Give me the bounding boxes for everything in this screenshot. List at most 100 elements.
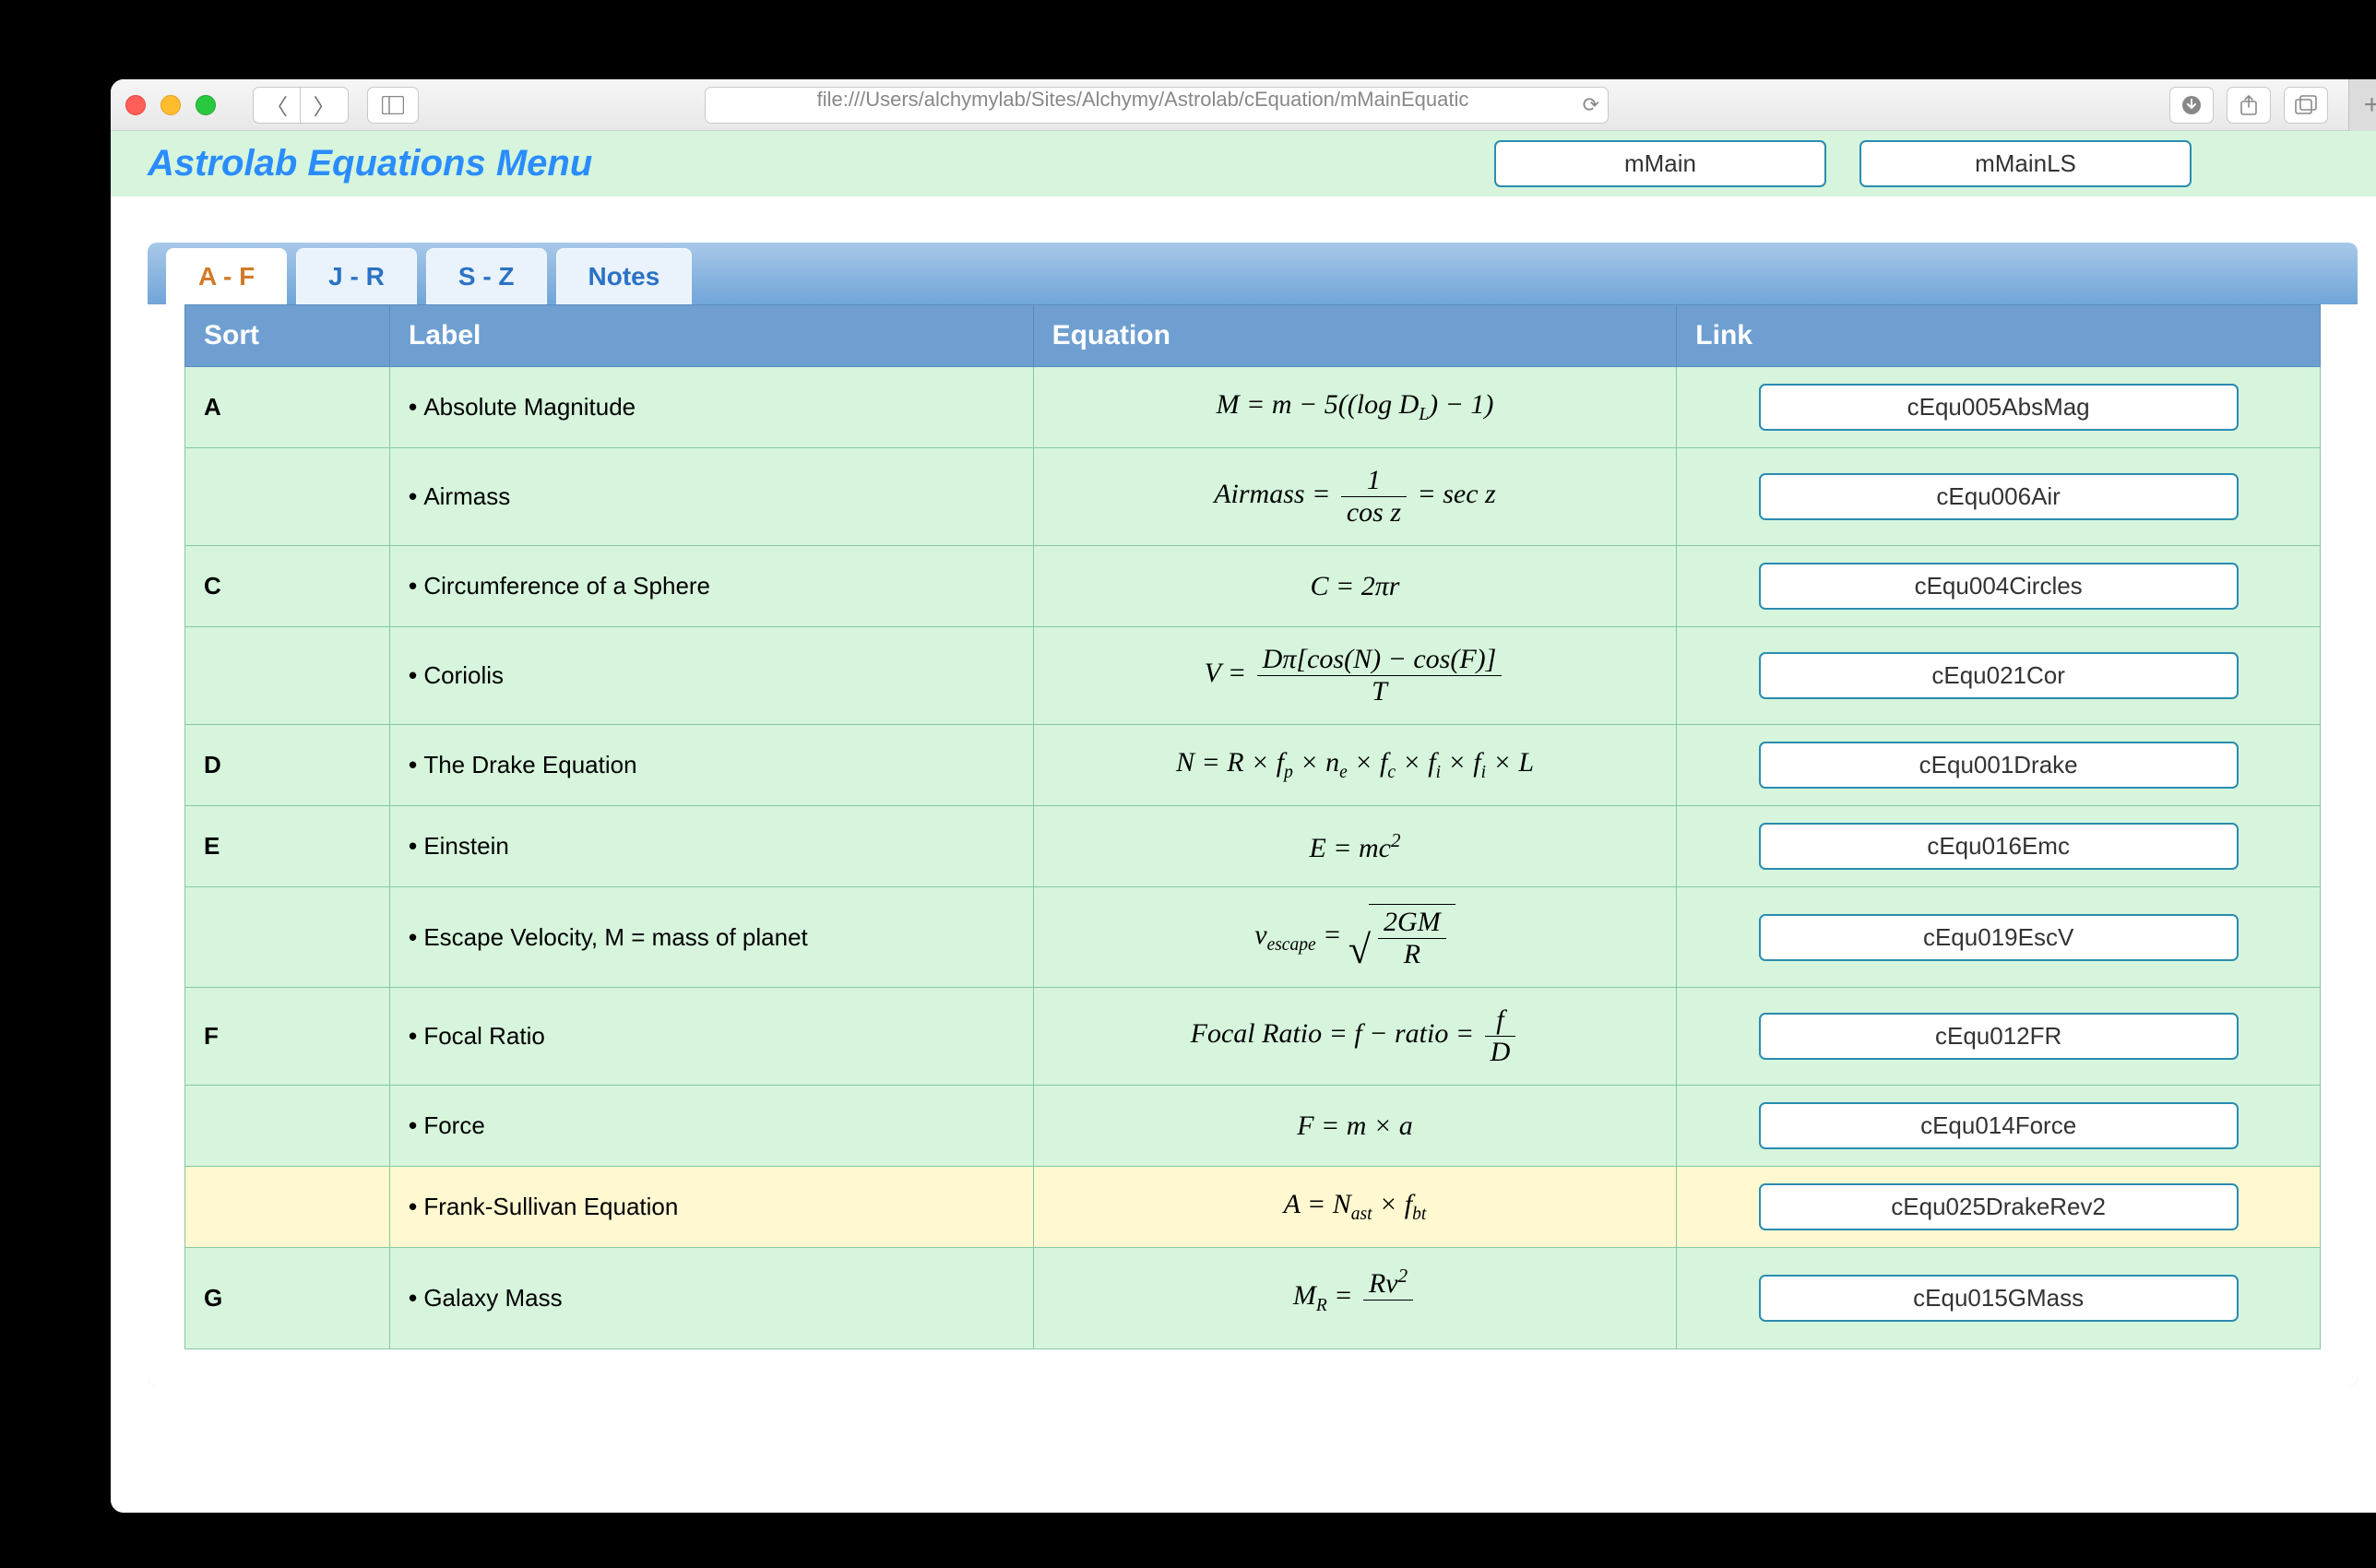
page-title: Astrolab Equations Menu [148,143,592,184]
cell-link: cEqu019EscV [1677,887,2321,988]
cell-sort: A [185,367,390,448]
equation-link-button[interactable]: cEqu016Emc [1759,823,2239,870]
table-body: AAbsolute MagnitudeM = m − 5((log DL) − … [185,367,2321,1349]
window-controls [125,95,216,115]
tab-s-z[interactable]: S - Z [426,248,547,304]
cell-label: Absolute Magnitude [389,367,1033,448]
cell-link: cEqu001Drake [1677,725,2321,806]
minimize-window-button[interactable] [160,95,181,115]
label-text: Absolute Magnitude [409,393,636,421]
downloads-button[interactable] [2169,87,2214,124]
cell-sort [185,448,390,546]
cell-link: cEqu004Circles [1677,546,2321,627]
table-row: Escape Velocity, M = mass of planet vesca… [185,887,2321,988]
url-field[interactable]: file:///Users/alchymylab/Sites/Alchymy/A… [705,87,1609,124]
tab-j-r[interactable]: J - R [296,248,417,304]
cell-sort: G [185,1248,390,1349]
page-header: Astrolab Equations Menu mMain mMainLS [111,131,2376,196]
reload-icon[interactable]: ⟳ [1583,93,1599,117]
url-bar: file:///Users/alchymylab/Sites/Alchymy/A… [705,87,1609,124]
nav-buttons: 〈 〉 [253,87,349,124]
label-text: Galaxy Mass [409,1284,563,1312]
label-text: Force [409,1111,485,1139]
label-text: Focal Ratio [409,1022,545,1050]
tab-a-f[interactable]: A - F [166,248,287,304]
col-header-equation: Equation [1033,305,1677,367]
table-row: D The Drake Equation N = R × fp × ne × fc … [185,725,2321,806]
table-row: Force F = m × a cEqu014Force [185,1086,2321,1167]
forward-button[interactable]: 〉 [301,87,349,124]
cell-label: The Drake Equation [389,725,1033,806]
page-content: Astrolab Equations Menu mMain mMainLS A -… [111,131,2376,1513]
cell-sort [185,1086,390,1167]
cell-sort: F [185,988,390,1086]
cell-sort: D [185,725,390,806]
col-header-sort: Sort [185,305,390,367]
equation-link-button[interactable]: cEqu015GMass [1759,1275,2239,1322]
equation-link-button[interactable]: cEqu006Air [1759,473,2239,520]
cell-equation: Airmass = 1cos z = sec z [1033,448,1677,546]
header-link-mmainls[interactable]: mMainLS [1859,140,2192,187]
label-text: Circumference of a Sphere [409,572,710,600]
cell-sort: E [185,806,390,887]
equation-link-button[interactable]: cEqu025DrakeRev2 [1759,1183,2239,1230]
safari-window: 〈 〉 file:///Users/alchymylab/Sites/Alchy… [111,79,2376,1513]
equation-link-button[interactable]: cEqu019EscV [1759,914,2239,961]
titlebar: 〈 〉 file:///Users/alchymylab/Sites/Alchy… [111,79,2376,131]
cell-label: Coriolis [389,627,1033,725]
cell-sort: C [185,546,390,627]
col-header-label: Label [389,305,1033,367]
col-header-link: Link [1677,305,2321,367]
cell-sort [185,627,390,725]
table-row: GGalaxy MassMR = Rv2 cEqu015GMass [185,1248,2321,1349]
equation-link-button[interactable]: cEqu012FR [1759,1013,2239,1060]
cell-label: Focal Ratio [389,988,1033,1086]
table-row: FFocal RatioFocal Ratio = f − ratio = fD… [185,988,2321,1086]
tabs-button[interactable] [2284,87,2328,124]
header-link-mmain[interactable]: mMain [1494,140,1826,187]
label-text: Einstein [409,832,509,860]
tab-panel: A - FJ - RS - ZNotes SortLabelEquationLi… [148,243,2358,1386]
zoom-window-button[interactable] [196,95,216,115]
header-link-buttons: mMain mMainLS [1494,140,2192,187]
tab-notes[interactable]: Notes [556,248,693,304]
share-button[interactable] [2227,87,2271,124]
cell-link: cEqu016Emc [1677,806,2321,887]
cell-link: cEqu012FR [1677,988,2321,1086]
cell-equation: vescape = √2GMR [1033,887,1677,988]
cell-equation: V = Dπ[cos(N) − cos(F)]T [1033,627,1677,725]
cell-label: Galaxy Mass [389,1248,1033,1349]
cell-sort [185,1167,390,1248]
equation-link-button[interactable]: cEqu021Cor [1759,652,2239,699]
cell-link: cEqu021Cor [1677,627,2321,725]
cell-label: Force [389,1086,1033,1167]
cell-link: cEqu005AbsMag [1677,367,2321,448]
label-text: Frank-Sullivan Equation [409,1193,678,1220]
cell-link: cEqu025DrakeRev2 [1677,1167,2321,1248]
cell-label: Airmass [389,448,1033,546]
label-text: Escape Velocity, M = mass of planet [409,923,808,951]
table-container: SortLabelEquationLink A Absolute Magnitud… [148,304,2358,1386]
close-window-button[interactable] [125,95,146,115]
back-button[interactable]: 〈 [253,87,301,124]
label-text: The Drake Equation [409,751,637,778]
tab-bar: A - FJ - RS - ZNotes [148,248,2358,304]
cell-equation: N = R × fp × ne × fc × fi × fi × L [1033,725,1677,806]
cell-equation: F = m × a [1033,1086,1677,1167]
cell-equation: E = mc2 [1033,806,1677,887]
cell-label: Einstein [389,806,1033,887]
toolbar-right [2169,87,2328,124]
sidebar-toggle-button[interactable] [367,87,419,124]
cell-link: cEqu015GMass [1677,1248,2321,1349]
cell-equation: C = 2πr [1033,546,1677,627]
new-tab-button[interactable]: + [2348,79,2376,131]
equations-table: SortLabelEquationLink A Absolute Magnitud… [184,304,2321,1349]
table-row: E Einstein E = mc2 cEqu016Emc [185,806,2321,887]
equation-link-button[interactable]: cEqu004Circles [1759,563,2239,610]
equation-link-button[interactable]: cEqu001Drake [1759,742,2239,789]
cell-label: Frank-Sullivan Equation [389,1167,1033,1248]
equation-link-button[interactable]: cEqu014Force [1759,1102,2239,1149]
equation-link-button[interactable]: cEqu005AbsMag [1759,384,2239,431]
table-row: CoriolisV = Dπ[cos(N) − cos(F)]T cEqu021C… [185,627,2321,725]
label-text: Airmass [409,482,510,510]
